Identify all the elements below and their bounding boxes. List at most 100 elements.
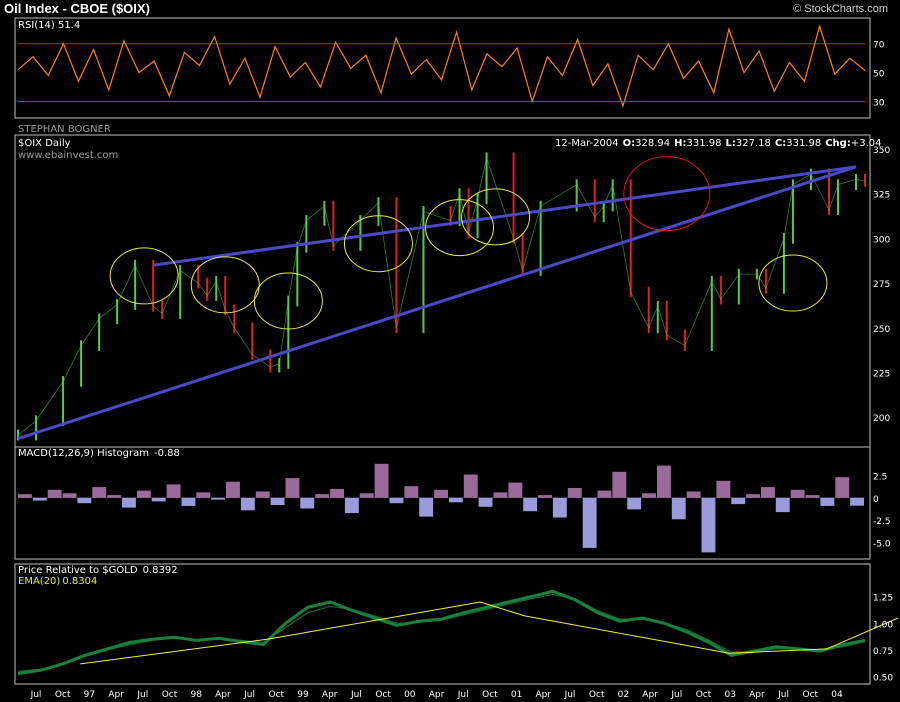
macd-bar [597, 490, 612, 498]
relative-tick-label: 1.00 [873, 620, 893, 630]
macd-bar [92, 487, 107, 498]
macd-bar [226, 481, 240, 498]
macd-bar [166, 484, 181, 498]
macd-bar [538, 495, 552, 498]
ema-name: EMA(20) [18, 576, 60, 587]
macd-bar [434, 489, 448, 498]
quote-high-label: H: [674, 138, 686, 149]
macd-bar [211, 497, 226, 500]
quote-open-label: O: [623, 138, 636, 149]
macd-label: MACD(12,26,9) Histogram -0.88 [18, 448, 180, 459]
macd-bar [240, 497, 255, 511]
price-label: $OIX Daily [18, 138, 71, 149]
chart-title: Oil Index - CBOE ($OIX) [4, 1, 150, 16]
x-tick-label: Jul [457, 690, 469, 700]
x-tick-label: Jul [30, 690, 42, 700]
price-tick-label: 225 [873, 369, 890, 379]
quote-low-label: L: [726, 138, 736, 149]
x-tick-label: 97 [84, 690, 95, 700]
quote-open: 328.94 [635, 138, 670, 149]
macd-bar [47, 489, 62, 498]
x-tick-label: Jul [670, 690, 682, 700]
plot-layer: 70 50 30 350 325 300 275 250 225 200 2.5 0 -2.5 -5.0 1… [17, 24, 899, 700]
x-tick-label: Oct [55, 690, 71, 700]
relative-value: 0.8392 [143, 565, 178, 576]
macd-bar [761, 487, 775, 498]
rsi-line [17, 24, 866, 108]
quote-high: 331.98 [687, 138, 722, 149]
relative-tick-label: 0.75 [873, 647, 893, 657]
macd-bar [493, 492, 508, 498]
macd-bar [478, 497, 493, 507]
trendline [152, 165, 857, 267]
quote-change: +3.04 [851, 138, 882, 149]
stockcharts-credit[interactable]: © StockCharts.com [793, 3, 888, 15]
ema-value: 0.8304 [62, 576, 97, 587]
quote-change-label: Chg: [825, 138, 851, 149]
rsi-panel [14, 17, 871, 119]
rsi-label: RSI(14) 51.4 [18, 20, 80, 31]
macd-bar [359, 493, 374, 498]
macd-tick-label: -5.0 [873, 540, 891, 550]
x-tick-label: Jul [777, 690, 789, 700]
macd-bar [820, 497, 835, 506]
x-tick-label: Apr [642, 690, 658, 700]
macd-bar [270, 497, 285, 505]
highlight-ellipse [461, 188, 531, 246]
macd-bar [151, 497, 166, 502]
macd-bar [285, 478, 300, 498]
relative-label: Price Relative to $GOLD 0.8392 [18, 565, 178, 576]
x-tick-label: Oct [269, 690, 285, 700]
x-tick-label: Jul [564, 690, 576, 700]
highlight-ellipse [425, 199, 495, 257]
x-tick-label: Oct [803, 690, 819, 700]
rsi-tick-label: 50 [873, 70, 885, 80]
macd-bar [790, 489, 805, 498]
price-tick-label: 275 [873, 280, 890, 290]
macd-bar [196, 492, 211, 498]
macd-bar [627, 497, 642, 510]
macd-name: MACD(12,26,9) Histogram [18, 448, 149, 459]
macd-bar [671, 497, 686, 520]
macd-bar [315, 494, 330, 498]
macd-bar [404, 486, 419, 498]
macd-bar [330, 488, 344, 498]
highlight-ellipse-red [623, 156, 711, 232]
trendline [17, 165, 857, 441]
macd-bar [136, 490, 151, 498]
ema-label: EMA(20) 0.8304 [18, 576, 97, 587]
site-label: www.ebainvest.com [18, 150, 118, 161]
x-tick-label: Oct [162, 690, 178, 700]
price-panel [14, 134, 871, 448]
x-tick-label: 02 [618, 690, 629, 700]
x-tick-label: Jul [136, 690, 148, 700]
relative-panel [14, 563, 871, 685]
macd-bar [18, 494, 32, 498]
macd-bar [300, 497, 315, 509]
macd-bar [181, 497, 196, 506]
relative-support-line [80, 601, 899, 665]
x-tick-label: Oct [482, 690, 498, 700]
quote-close: 331.98 [786, 138, 821, 149]
price-tick-label: 250 [873, 325, 890, 335]
x-tick-label: 98 [190, 690, 202, 700]
relative-name: Price Relative to $GOLD [18, 565, 138, 576]
price-tick-label: 325 [873, 191, 890, 201]
macd-bar [612, 471, 627, 498]
highlight-ellipse [190, 256, 260, 314]
quote-date: 12-Mar-2004 [555, 138, 619, 149]
macd-panel [14, 446, 871, 560]
macd-bar [62, 493, 77, 498]
macd-bar [523, 497, 538, 512]
quote-readout: 12-Mar-2004 O:328.94 H:331.98 L:327.18 C:331… [555, 138, 882, 149]
macd-tick-label: 0 [873, 495, 879, 505]
macd-bar [448, 497, 463, 503]
macd-tick-label: 2.5 [873, 472, 887, 482]
macd-bar [805, 495, 820, 498]
macd-value: -0.88 [154, 448, 180, 459]
macd-bar [835, 477, 850, 498]
macd-bar [508, 482, 523, 498]
highlight-ellipse [253, 272, 323, 330]
macd-bar [77, 497, 92, 504]
x-tick-label: Jul [243, 690, 255, 700]
